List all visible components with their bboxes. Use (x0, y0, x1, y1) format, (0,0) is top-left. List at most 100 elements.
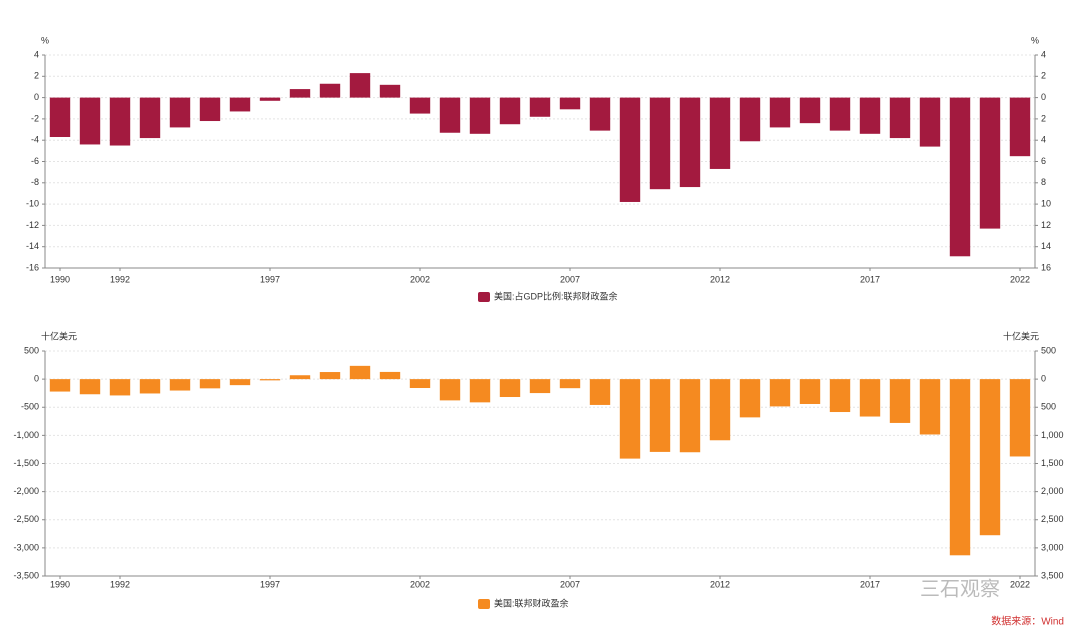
y2-tick-label: 10 (1041, 198, 1051, 208)
bar (319, 372, 341, 380)
bar (679, 379, 701, 453)
y2-tick-label: 3,000 (1041, 542, 1064, 552)
legend-swatch (478, 599, 490, 609)
bar (49, 379, 71, 392)
bar (289, 375, 311, 380)
bar (619, 97, 641, 202)
bar (169, 97, 191, 128)
legend-label: 美国:占GDP比例:联邦财政盈余 (494, 290, 618, 301)
bar (649, 379, 671, 452)
y-tick-label: -16 (26, 262, 39, 272)
y-tick-label: -12 (26, 220, 39, 230)
bar (259, 379, 281, 381)
bar (979, 379, 1001, 536)
bar (919, 97, 941, 147)
bar (529, 379, 551, 394)
x-tick-label: 1990 (50, 274, 70, 284)
y2-tick-label: 0 (1041, 374, 1046, 384)
y-tick-label: -8 (31, 177, 39, 187)
y2-tick-label: 8 (1041, 177, 1046, 187)
x-tick-label: 1992 (110, 274, 130, 284)
y-tick-label: 500 (24, 345, 39, 355)
x-tick-label: 2017 (860, 274, 880, 284)
y-tick-label: 4 (34, 49, 39, 59)
bar (649, 97, 671, 190)
bar (799, 379, 821, 404)
bar (589, 379, 611, 405)
x-tick-label: 1997 (260, 274, 280, 284)
bar (469, 97, 491, 134)
bar (709, 379, 731, 441)
x-tick-label: 1992 (110, 579, 130, 589)
y2-tick-label: 500 (1041, 345, 1056, 355)
y-axis-unit: % (41, 35, 49, 45)
y2-tick-label: 2,000 (1041, 486, 1064, 496)
y2-tick-label: 500 (1041, 402, 1056, 412)
bar (559, 97, 581, 110)
bar (889, 379, 911, 423)
bar (49, 97, 71, 138)
bar (409, 97, 431, 114)
y2-axis-unit: 十亿美元 (1003, 330, 1039, 341)
y2-tick-label: 16 (1041, 262, 1051, 272)
bar (499, 379, 521, 398)
y2-tick-label: 1,500 (1041, 458, 1064, 468)
bar (199, 97, 221, 122)
y2-tick-label: 12 (1041, 220, 1051, 230)
bar (79, 97, 101, 145)
y-tick-label: -1,500 (13, 458, 39, 468)
x-tick-label: 1990 (50, 579, 70, 589)
legend-swatch (478, 292, 490, 302)
bar (109, 97, 131, 146)
y2-tick-label: 2 (1041, 71, 1046, 81)
y2-tick-label: 2 (1041, 113, 1046, 123)
y-tick-label: -3,000 (13, 542, 39, 552)
bar (439, 379, 461, 401)
y-tick-label: -500 (21, 402, 39, 412)
y-tick-label: -10 (26, 198, 39, 208)
y-tick-label: -3,500 (13, 570, 39, 580)
bar (919, 379, 941, 435)
x-tick-label: 2007 (560, 274, 580, 284)
x-tick-label: 2002 (410, 274, 430, 284)
bar (619, 379, 641, 459)
x-tick-label: 2012 (710, 274, 730, 284)
legend-label: 美国:联邦财政盈余 (494, 597, 569, 608)
bar (769, 97, 791, 128)
bar (769, 379, 791, 407)
y2-tick-label: 6 (1041, 156, 1046, 166)
y2-tick-label: 1,000 (1041, 430, 1064, 440)
bar (439, 97, 461, 133)
bar (949, 97, 971, 257)
bar (349, 73, 371, 98)
bar (529, 97, 551, 117)
bar (379, 371, 401, 380)
y2-tick-label: 2,500 (1041, 514, 1064, 524)
bar (169, 379, 191, 391)
bar (949, 379, 971, 556)
bar (319, 83, 341, 98)
bar (559, 379, 581, 389)
y-tick-label: -2,000 (13, 486, 39, 496)
y2-tick-label: 3,500 (1041, 570, 1064, 580)
y-tick-label: -14 (26, 241, 39, 251)
x-tick-label: 2012 (710, 579, 730, 589)
bar (829, 97, 851, 131)
source: 数据来源：Wind (991, 615, 1064, 628)
bar (79, 379, 101, 395)
x-tick-label: 2022 (1010, 274, 1030, 284)
bar (859, 379, 881, 417)
bar (289, 89, 311, 98)
y2-tick-label: 4 (1041, 49, 1046, 59)
bar (859, 97, 881, 134)
bar (229, 379, 251, 386)
bar (409, 379, 431, 389)
bar (799, 97, 821, 124)
bar (739, 379, 761, 418)
watermark: 三石观察 (920, 577, 1000, 600)
bar (1009, 379, 1031, 457)
bar (889, 97, 911, 139)
y-tick-label: 0 (34, 92, 39, 102)
